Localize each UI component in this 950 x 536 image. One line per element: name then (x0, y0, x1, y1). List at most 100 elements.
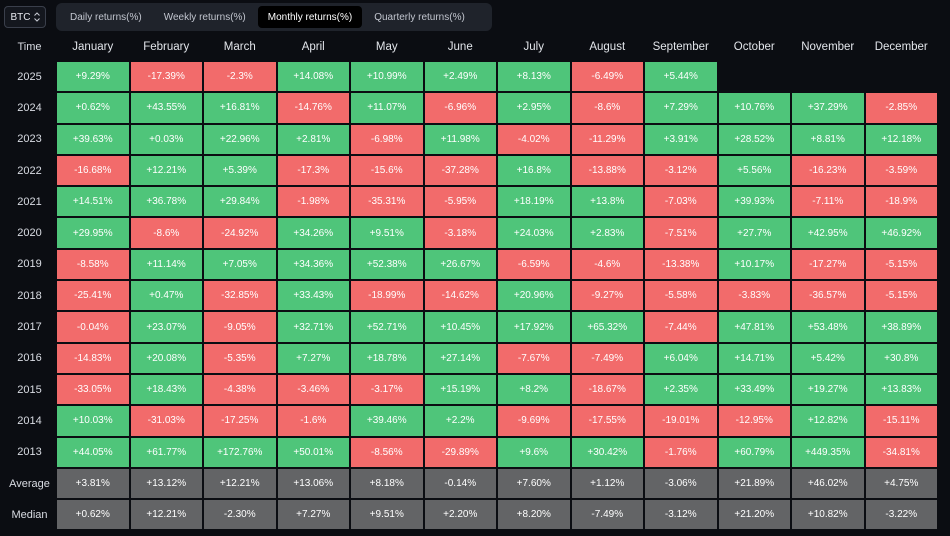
return-cell: +10.45% (424, 312, 496, 342)
return-cell: -5.58% (645, 281, 717, 311)
tab-monthly-returns[interactable]: Monthly returns(%) (257, 6, 363, 28)
table-row: 2014 +10.03% -31.03% -17.25% -1.6% +39.46% +2.… (4, 406, 937, 436)
month-header-september: September (652, 41, 709, 53)
return-cell: -3.59% (865, 155, 937, 186)
return-cell: +2.35% (645, 374, 717, 405)
return-cell: +26.67% (424, 249, 496, 280)
return-cell (792, 62, 864, 91)
stat-cell: +13.12% (130, 468, 202, 499)
month-header-august: August (589, 41, 626, 53)
stat-cell: +46.02% (792, 468, 864, 499)
return-cell: -8.58% (57, 249, 129, 280)
return-cell: +34.26% (277, 218, 349, 248)
return-cell: -17.55% (571, 406, 643, 436)
time-column-header: Time (17, 41, 42, 53)
return-cell: +18.78% (351, 343, 423, 373)
return-cell: +9.29% (57, 62, 129, 92)
stat-cell: +8.20% (498, 500, 570, 530)
month-header-may: May (375, 41, 398, 53)
return-cell: +9.51% (351, 218, 423, 248)
return-cell: +27.7% (718, 218, 790, 248)
return-cell: -14.76% (277, 93, 349, 123)
return-cell: -0.04% (57, 312, 129, 342)
return-cell: +39.93% (718, 187, 790, 217)
return-cell: -17.3% (277, 155, 349, 186)
return-cell: +32.71% (277, 312, 349, 342)
return-cell: -19.01% (645, 406, 717, 436)
return-cell: +2.81% (277, 124, 349, 154)
table-row: 2019 -8.58% +11.14% +7.05% +34.36% +52.38% +26… (4, 249, 937, 280)
return-cell: +8.2% (498, 374, 570, 405)
return-cell: -13.38% (645, 249, 717, 280)
return-cell: -1.98% (277, 187, 349, 217)
stat-cell: +9.51% (351, 500, 423, 530)
return-cell: +172.76% (204, 437, 276, 467)
return-cell: +19.27% (792, 374, 864, 405)
return-cell: +52.38% (351, 249, 423, 280)
return-cell: +14.08% (277, 62, 349, 92)
return-cell: -16.23% (792, 155, 864, 186)
stat-label: Average (9, 477, 50, 490)
return-cell: -3.18% (424, 218, 496, 248)
stat-cell: +2.20% (424, 500, 496, 530)
stat-cell: +21.20% (718, 500, 790, 530)
return-cell: +10.03% (57, 406, 129, 436)
table-row: 2023 +39.63% +0.03% +22.96% +2.81% -6.98% +11.… (4, 124, 937, 154)
return-cell: +18.19% (498, 187, 570, 217)
return-cell: -7.11% (792, 187, 864, 217)
stat-cell: +4.75% (865, 468, 937, 499)
year-label: 2016 (17, 352, 42, 365)
return-cell: -9.05% (204, 312, 276, 342)
return-cell: +2.49% (424, 62, 496, 92)
year-label: 2024 (17, 101, 42, 114)
return-cell: -18.9% (865, 187, 937, 217)
return-cell: -15.6% (351, 155, 423, 186)
tab-daily-returns[interactable]: Daily returns(%) (70, 11, 142, 23)
month-header-december: December (874, 41, 928, 53)
return-cell: -1.6% (277, 406, 349, 436)
return-cell: +5.42% (792, 343, 864, 373)
return-cell: +60.79% (718, 437, 790, 467)
return-cell: -16.68% (57, 155, 129, 186)
return-cell: -3.17% (351, 374, 423, 405)
tab-quarterly-returns[interactable]: Quarterly returns(%) (374, 11, 465, 23)
table-row: 2013 +44.05% +61.77% +172.76% +50.01% -8.56% -… (4, 437, 937, 467)
return-cell: -7.51% (645, 218, 717, 248)
tab-weekly-returns[interactable]: Weekly returns(%) (163, 11, 246, 23)
stat-row-average: Average +3.81% +13.12% +12.21% +13.06% +8.18%… (4, 468, 937, 499)
return-cell: +20.08% (130, 343, 202, 373)
month-header-november: November (801, 41, 855, 53)
stat-cell: +8.18% (351, 468, 423, 499)
stat-cell: +10.82% (792, 500, 864, 530)
year-label: 2019 (17, 258, 42, 271)
return-cell: -2.85% (865, 93, 937, 123)
return-cell: +22.96% (204, 124, 276, 154)
month-header-january: January (72, 41, 114, 53)
table-row: 2015 -33.05% +18.43% -4.38% -3.46% -3.17% +15.… (4, 374, 937, 405)
return-cell: +5.44% (645, 62, 717, 92)
return-cell: +10.76% (718, 93, 790, 123)
return-cell: -15.11% (865, 406, 937, 436)
return-cell: +27.14% (424, 343, 496, 373)
returns-table-container: Time January February March April May June Jul… (0, 32, 950, 531)
table-row: 2021 +14.51% +36.78% +29.84% -1.98% -35.31% -5… (4, 187, 937, 217)
return-cell: -11.29% (571, 124, 643, 154)
table-row: 2018 -25.41% +0.47% -32.85% +33.43% -18.99% -1… (4, 281, 937, 311)
return-cell: +42.95% (792, 218, 864, 248)
updown-chevron-icon (33, 12, 40, 22)
return-cell: -33.05% (57, 374, 129, 405)
year-label: 2025 (17, 70, 42, 83)
stat-cell: -3.06% (645, 468, 717, 499)
return-cell: -17.25% (204, 406, 276, 436)
return-cell: +14.71% (718, 343, 790, 373)
return-cell: -7.49% (571, 343, 643, 373)
return-cell: -5.35% (204, 343, 276, 373)
monthly-returns-table: Time January February March April May June Jul… (2, 32, 939, 531)
year-label: 2018 (17, 289, 42, 302)
returns-tabs: Daily returns(%) Weekly returns(%) Month… (56, 3, 492, 31)
asset-select[interactable]: BTC (4, 6, 46, 28)
return-cell: +23.07% (130, 312, 202, 342)
table-row: 2024 +0.62% +43.55% +16.81% -14.76% +11.07% -6… (4, 93, 937, 123)
stat-cell: +7.60% (498, 468, 570, 499)
table-body: 2025 +9.29% -17.39% -2.3% +14.08% +10.99% +2.4… (4, 62, 937, 530)
